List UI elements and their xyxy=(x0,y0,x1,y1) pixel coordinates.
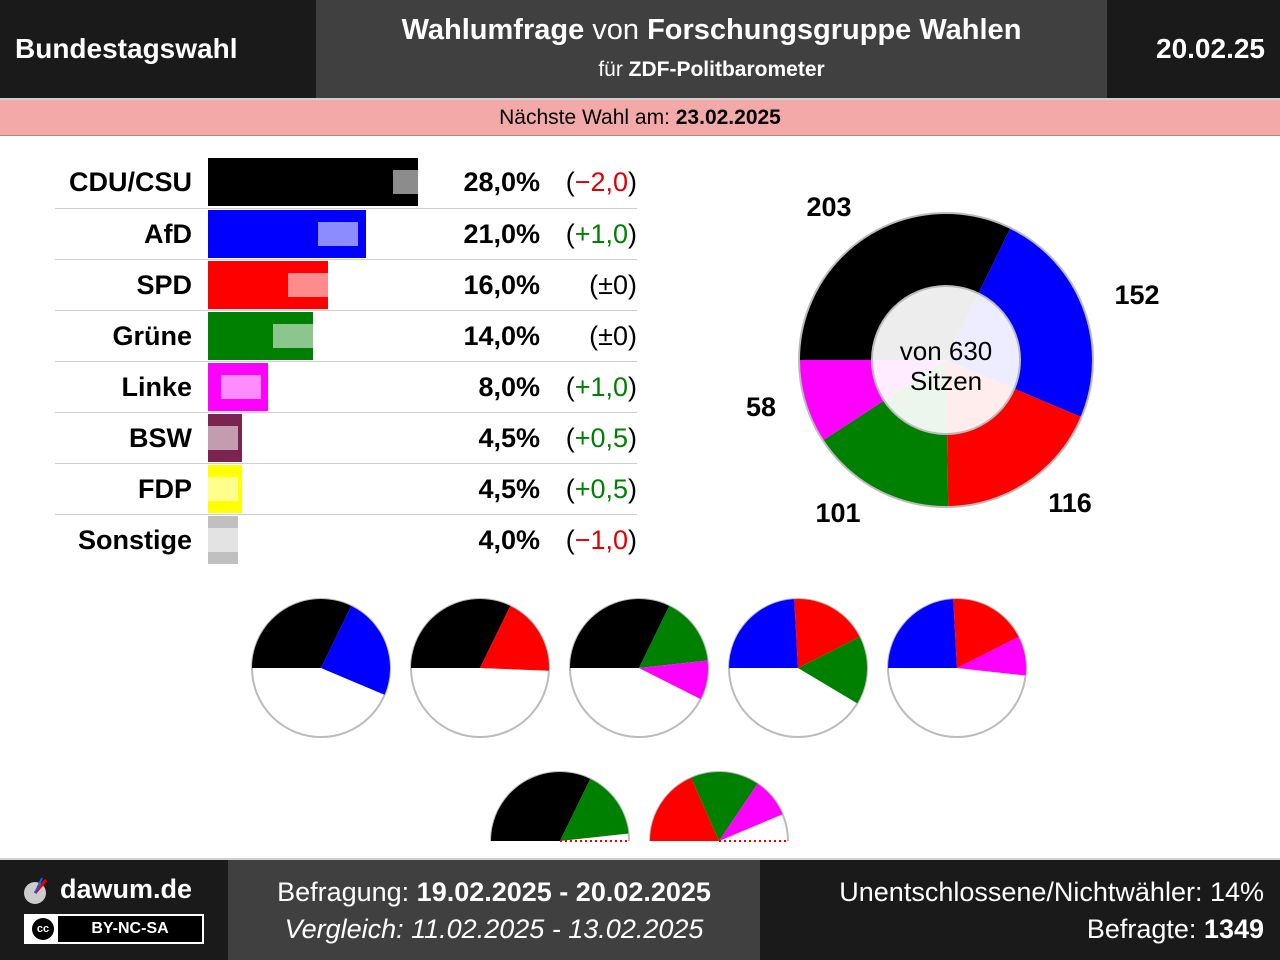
header-divider xyxy=(0,98,1280,100)
next-election-banner: Nächste Wahl am: 23.02.2025 xyxy=(0,100,1280,136)
poll-date: 20.02.25 xyxy=(1107,0,1280,98)
license-text: BY-NC-SA xyxy=(58,916,202,942)
coalition-slice xyxy=(560,778,629,841)
coalition-slice xyxy=(719,783,783,841)
party-name: Grüne xyxy=(112,321,192,351)
party-name: AfD xyxy=(144,219,192,249)
party-name: Sonstige xyxy=(77,525,192,555)
coalition-slice xyxy=(957,636,1026,676)
party-row: Grüne 14,0% (±0) xyxy=(55,310,637,361)
survey-period: Befragung: 19.02.2025 - 20.02.2025 xyxy=(277,877,711,907)
coalition-slice xyxy=(411,599,511,668)
coalition-slice xyxy=(639,660,708,700)
license-badge[interactable]: cc BY-NC-SA xyxy=(24,914,204,944)
party-row: SPD 16,0% (±0) xyxy=(55,259,637,310)
site-name[interactable]: dawum.de xyxy=(60,874,193,904)
cc-icon: cc xyxy=(32,918,54,940)
comparison-period: Vergleich: 11.02.2025 - 13.02.2025 xyxy=(284,914,704,944)
poll-title: Wahlumfrage von Forschungsgruppe Wahlen xyxy=(401,14,1022,46)
seat-count-label: 116 xyxy=(1048,488,1092,518)
seat-total-label: von 630 Sitzen xyxy=(899,336,993,396)
party-bar xyxy=(208,158,418,206)
party-change: (−1,0) xyxy=(565,525,637,555)
party-row: Sonstige 4,0% (−1,0) xyxy=(55,514,637,565)
party-change: (±0) xyxy=(589,270,637,300)
seat-count-label: 101 xyxy=(815,498,861,528)
party-name: FDP xyxy=(138,474,192,504)
coalition-slice xyxy=(729,599,798,668)
previous-value-marker xyxy=(288,273,328,297)
coalition-slice xyxy=(953,599,1019,668)
party-change: (+1,0) xyxy=(565,372,637,402)
coalition-slice xyxy=(650,777,719,841)
coalition-slice xyxy=(798,636,867,704)
party-value: 14,0% xyxy=(463,321,540,351)
dawum-logo-icon xyxy=(24,877,48,904)
coalition-slice xyxy=(691,772,758,841)
party-change: (+0,5) xyxy=(565,423,637,453)
seat-count-label: 152 xyxy=(1114,280,1160,310)
previous-value-marker xyxy=(198,477,238,501)
footer-divider xyxy=(0,858,1280,860)
party-value: 28,0% xyxy=(463,167,540,197)
party-name: Linke xyxy=(121,372,192,402)
party-change: (+1,0) xyxy=(565,219,637,249)
poll-header: Wahlumfrage von Forschungsgruppe Wahlen … xyxy=(316,0,1107,98)
donut-outline xyxy=(798,212,1094,508)
footer-dates: Befragung: 19.02.2025 - 20.02.2025 Vergl… xyxy=(228,860,760,960)
coalition-slice xyxy=(888,599,957,668)
party-value: 8,0% xyxy=(478,372,540,402)
respondent-count: Befragte: 1349 xyxy=(1086,914,1264,944)
coalition-slice xyxy=(321,605,390,695)
party-name: BSW xyxy=(129,423,192,453)
previous-value-marker xyxy=(273,324,313,348)
party-value: 21,0% xyxy=(463,219,540,249)
party-row: FDP 4,5% (+0,5) xyxy=(55,463,637,514)
coalition-slice xyxy=(491,772,591,841)
footer-stats: Unentschlossene/Nichtwähler: 14% Befragt… xyxy=(760,860,1280,960)
party-row: CDU/CSU 28,0% (−2,0) xyxy=(55,157,637,207)
party-change: (−2,0) xyxy=(565,167,637,197)
previous-value-marker xyxy=(220,375,261,399)
seat-count-label: 203 xyxy=(806,192,852,222)
party-row: BSW 4,5% (+0,5) xyxy=(55,412,637,463)
previous-value-marker xyxy=(393,170,433,194)
coalition-charts xyxy=(251,598,1027,842)
party-name: CDU/CSU xyxy=(68,167,192,197)
party-value: 16,0% xyxy=(463,270,540,300)
previous-value-marker xyxy=(198,426,238,450)
previous-value-marker xyxy=(205,528,246,552)
coalition-slice xyxy=(639,605,708,668)
party-value: 4,5% xyxy=(478,423,540,453)
coalition-slice xyxy=(480,605,550,671)
party-value: 4,5% xyxy=(478,474,540,504)
seat-distribution-chart xyxy=(798,212,1094,508)
coalition-slice xyxy=(570,599,670,668)
coalition-slice xyxy=(252,599,352,668)
undecided-share: Unentschlossene/Nichtwähler: 14% xyxy=(839,877,1264,907)
previous-value-marker xyxy=(318,222,358,246)
seat-count-label: 58 xyxy=(745,392,777,422)
party-change: (±0) xyxy=(589,321,637,351)
coalition-slice xyxy=(794,599,860,668)
donut-center xyxy=(871,285,1021,435)
party-change: (+0,5) xyxy=(565,474,637,504)
party-name: SPD xyxy=(136,270,192,300)
election-title: Bundestagswahl xyxy=(0,0,316,98)
poll-subtitle: für ZDF-Politbarometer xyxy=(598,58,825,81)
footer-branding: dawum.de cc BY-NC-SA xyxy=(0,860,228,960)
party-row: Linke 8,0% (+1,0) xyxy=(55,361,637,412)
party-row: AfD 21,0% (+1,0) xyxy=(55,208,637,259)
party-value: 4,0% xyxy=(478,525,540,555)
